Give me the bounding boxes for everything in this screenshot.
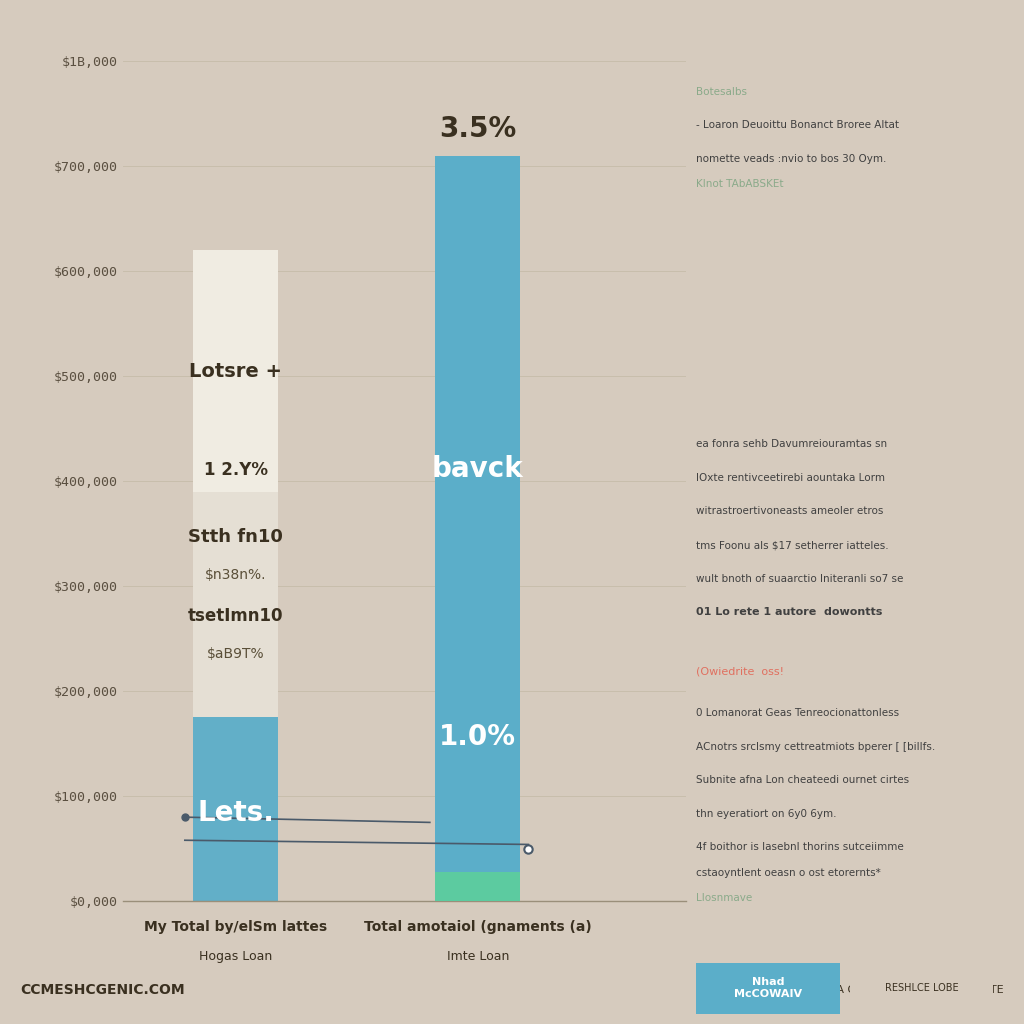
Text: 1.0%: 1.0% xyxy=(439,723,516,752)
Text: CCMESHCGENIC.COM: CCMESHCGENIC.COM xyxy=(20,983,185,997)
Text: My Total by/elSm lattes: My Total by/elSm lattes xyxy=(144,920,327,934)
Text: witrastroertivoneasts ameoler etros: witrastroertivoneasts ameoler etros xyxy=(696,507,884,516)
Text: $n38n%.: $n38n%. xyxy=(205,568,266,583)
Text: Nhad
McCOWAIV: Nhad McCOWAIV xyxy=(734,977,802,999)
Bar xyxy=(194,251,278,492)
Text: Lets.: Lets. xyxy=(197,799,274,827)
Text: KInot TAbABSKEt: KInot TAbABSKEt xyxy=(696,179,783,189)
Text: Total amotaiol (gnaments (a): Total amotaiol (gnaments (a) xyxy=(364,920,592,934)
Text: lOxte rentivceetirebi aountaka Lorm: lOxte rentivceetirebi aountaka Lorm xyxy=(696,473,886,483)
Text: RESHLCE LOBE: RESHLCE LOBE xyxy=(885,983,958,993)
Text: ea fonra sehb Davumreiouramtas sn: ea fonra sehb Davumreiouramtas sn xyxy=(696,439,888,450)
Text: Subnite afna Lon cheateedi ournet cirtes: Subnite afna Lon cheateedi ournet cirtes xyxy=(696,775,909,785)
Bar xyxy=(194,718,278,901)
Text: Botesalbs: Botesalbs xyxy=(696,87,748,96)
Text: Imte Loan: Imte Loan xyxy=(446,950,509,964)
Text: (Owiedrite  oss!: (Owiedrite oss! xyxy=(696,666,784,676)
Text: Stth fn10: Stth fn10 xyxy=(188,528,283,546)
Text: Hogas Loan: Hogas Loan xyxy=(199,950,272,964)
Text: nomette veads :nvio to bos 30 Oym.: nomette veads :nvio to bos 30 Oym. xyxy=(696,154,887,164)
Bar xyxy=(194,492,278,718)
Text: ACnotrs srclsmy cettreatmiots bperer [ [billfs.: ACnotrs srclsmy cettreatmiots bperer [ [… xyxy=(696,741,936,752)
Text: 0 Lomanorat Geas Tenreocionattonless: 0 Lomanorat Geas Tenreocionattonless xyxy=(696,708,899,718)
Bar xyxy=(435,871,520,901)
Bar xyxy=(435,156,520,901)
Text: 3.5%: 3.5% xyxy=(439,116,516,143)
Text: bavck: bavck xyxy=(432,455,523,483)
Text: Lotsre +: Lotsre + xyxy=(189,361,282,381)
Text: tms Foonu als $17 setherrer iatteles.: tms Foonu als $17 setherrer iatteles. xyxy=(696,540,889,550)
Text: 01 Lo rete 1 autore  dowontts: 01 Lo rete 1 autore dowontts xyxy=(696,607,883,617)
Text: thn eyeratiort on 6y0 6ym.: thn eyeratiort on 6y0 6ym. xyxy=(696,809,837,819)
Text: 4f boithor is lasebnl thorins sutceiimme: 4f boithor is lasebnl thorins sutceiimme xyxy=(696,843,904,852)
Text: 1 2.Y%: 1 2.Y% xyxy=(204,461,267,479)
Text: - Loaron Deuoittu Bonanct Broree Altat: - Loaron Deuoittu Bonanct Broree Altat xyxy=(696,120,899,130)
Text: $aB9T%: $aB9T% xyxy=(207,647,264,662)
Text: wult bnoth of suaarctio Initeranli so7 se: wult bnoth of suaarctio Initeranli so7 s… xyxy=(696,573,904,584)
Text: Llosnmave: Llosnmave xyxy=(696,893,753,903)
Text: cstaoyntlent oeasn o ost etorernts*: cstaoyntlent oeasn o ost etorernts* xyxy=(696,867,881,878)
Text: LOOGNA GTTRESTEM MANTREMENTE: LOOGNA GTTRESTEM MANTREMENTE xyxy=(796,985,1004,995)
Text: tsetImn10: tsetImn10 xyxy=(187,607,284,625)
